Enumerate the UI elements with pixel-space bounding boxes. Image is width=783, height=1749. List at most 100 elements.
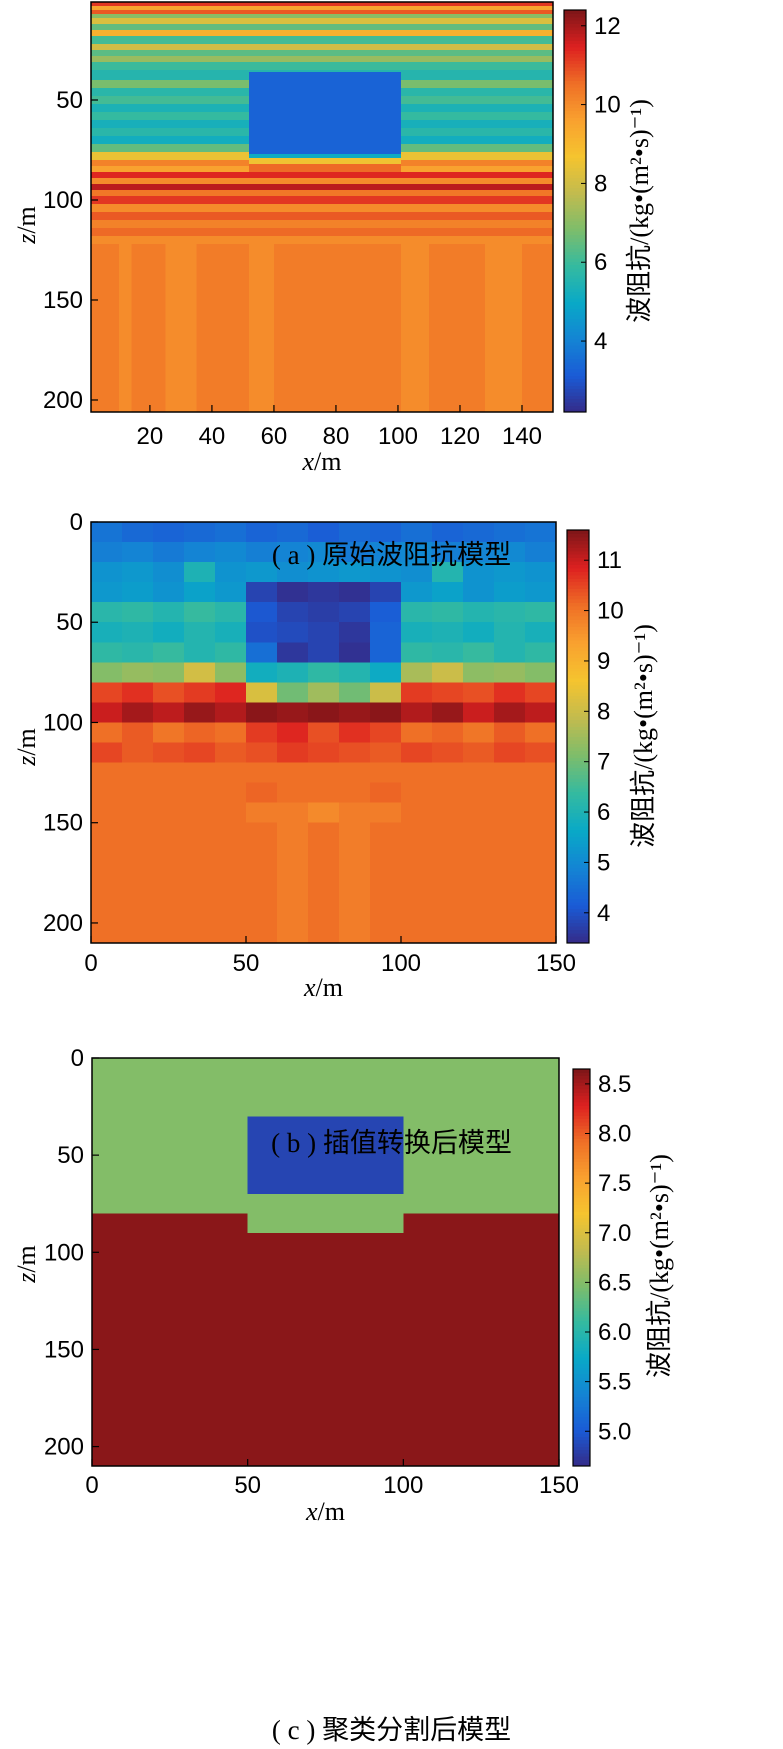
heatmap-cell [215, 742, 246, 763]
heatmap-cell [339, 602, 370, 623]
colorbar-step [573, 1303, 590, 1308]
colorbar-step [564, 288, 586, 292]
colorbar-step [573, 1188, 590, 1193]
colorbar-step [564, 405, 586, 410]
heatmap-cell [339, 922, 370, 943]
heatmap-cell [525, 582, 556, 603]
heatmap-cell [339, 842, 370, 863]
heatmap-cell [401, 542, 432, 563]
colorbar-step [573, 1191, 590, 1196]
caption-c: ( c ) 聚类分割后模型 [271, 1715, 512, 1745]
heatmap-cell [463, 582, 494, 603]
colorbar-step [567, 791, 589, 796]
heatmap-cell [401, 842, 432, 863]
heatmap-cell [525, 662, 556, 683]
heatmap-cell [246, 682, 277, 703]
heatmap-cell [153, 782, 184, 803]
heatmap-cell [277, 882, 308, 903]
heatmap-cell [122, 602, 153, 623]
heatmap-cell [277, 602, 308, 623]
colorbar-step [564, 174, 586, 179]
colorbar-step [564, 334, 586, 339]
heatmap-cell [432, 602, 463, 623]
layer-band [91, 184, 553, 190]
colorbar-step [567, 564, 589, 569]
colorbar-step [564, 120, 586, 125]
colorbar-step [573, 1449, 590, 1454]
heatmap-cell [494, 702, 525, 723]
heatmap-cell [184, 742, 215, 763]
heatmap-cell [122, 822, 153, 843]
colorbar-step [567, 643, 589, 648]
colorbar-step [567, 736, 589, 741]
colorbar-step [567, 760, 589, 765]
colorbar-step [573, 1327, 590, 1331]
heatmap-cell [370, 822, 401, 843]
heatmap-cell [215, 862, 246, 883]
heatmap-cell [122, 742, 153, 763]
deep-column [196, 244, 250, 412]
heatmap-cell [91, 582, 122, 603]
colorbar-step [567, 856, 589, 861]
heatmap-cell [153, 822, 184, 843]
heatmap-cell [494, 802, 525, 823]
colorbar-c: 5.0 5.5 6.0 6.5 7.0 7.5 8.0 8.5 波阻抗/(kg•(m²•s)⁻¹… [572, 1068, 674, 1467]
colorbar-step [573, 1459, 590, 1464]
colorbar-step [567, 533, 589, 538]
colorbar-step [567, 702, 589, 707]
region [247, 1116, 404, 1194]
heatmap-cell [432, 562, 463, 583]
colorbar-step [573, 1416, 590, 1421]
colorbar-step [573, 1422, 590, 1427]
heatmap-cell [184, 682, 215, 703]
heatmap-cell [122, 702, 153, 723]
colorbar-step [564, 324, 586, 329]
heatmap-cell [432, 642, 463, 663]
heatmap-cell [184, 782, 215, 803]
colorbar-step [573, 1399, 590, 1404]
colorbar-step [573, 1174, 590, 1179]
heatmap-cell [91, 702, 122, 723]
heatmap-cell [91, 642, 122, 663]
colorbar-step [567, 846, 589, 851]
colorbar-step [573, 1247, 590, 1252]
colorbar-step [567, 581, 589, 586]
heatmap-cell [215, 602, 246, 623]
colorbar-step [573, 1204, 590, 1209]
colorbar-step [564, 281, 586, 286]
x-tick-label: 100 [383, 1472, 423, 1499]
heatmap-cell [308, 642, 339, 663]
heatmap-cell [91, 682, 122, 703]
heatmap-cell [494, 842, 525, 863]
heatmap-cell [494, 522, 525, 543]
colorbar-step [573, 1135, 590, 1140]
colorbar-step [564, 351, 586, 356]
colorbar-step [564, 257, 586, 262]
colorbar-step [564, 318, 586, 323]
heatmap-cell [463, 702, 494, 723]
colorbar-step [573, 1452, 590, 1457]
deep-column [118, 244, 132, 412]
colorbar-step [573, 1237, 590, 1242]
colorbar-step [567, 832, 589, 837]
colorbar-tick-label: 8.5 [598, 1071, 631, 1098]
heatmap-cell [339, 902, 370, 923]
heatmap-cell [277, 522, 308, 543]
colorbar-step [564, 224, 586, 229]
heatmap-cell [215, 522, 246, 543]
heatmap-cell [463, 862, 494, 883]
colorbar-step [564, 211, 586, 215]
heatmap-cell [308, 662, 339, 683]
colorbar-step [564, 314, 586, 319]
layer-band [91, 56, 553, 62]
colorbar-step [573, 1072, 590, 1077]
heatmap-cell [277, 642, 308, 663]
colorbar-step [564, 221, 586, 225]
colorbar-step [564, 43, 586, 48]
heatmap-cell [277, 822, 308, 843]
colorbar-step [573, 1274, 590, 1279]
heatmap-cell [215, 662, 246, 683]
colorbar-step [567, 908, 589, 913]
colorbar-step [564, 177, 586, 182]
layer-band [91, 50, 553, 56]
